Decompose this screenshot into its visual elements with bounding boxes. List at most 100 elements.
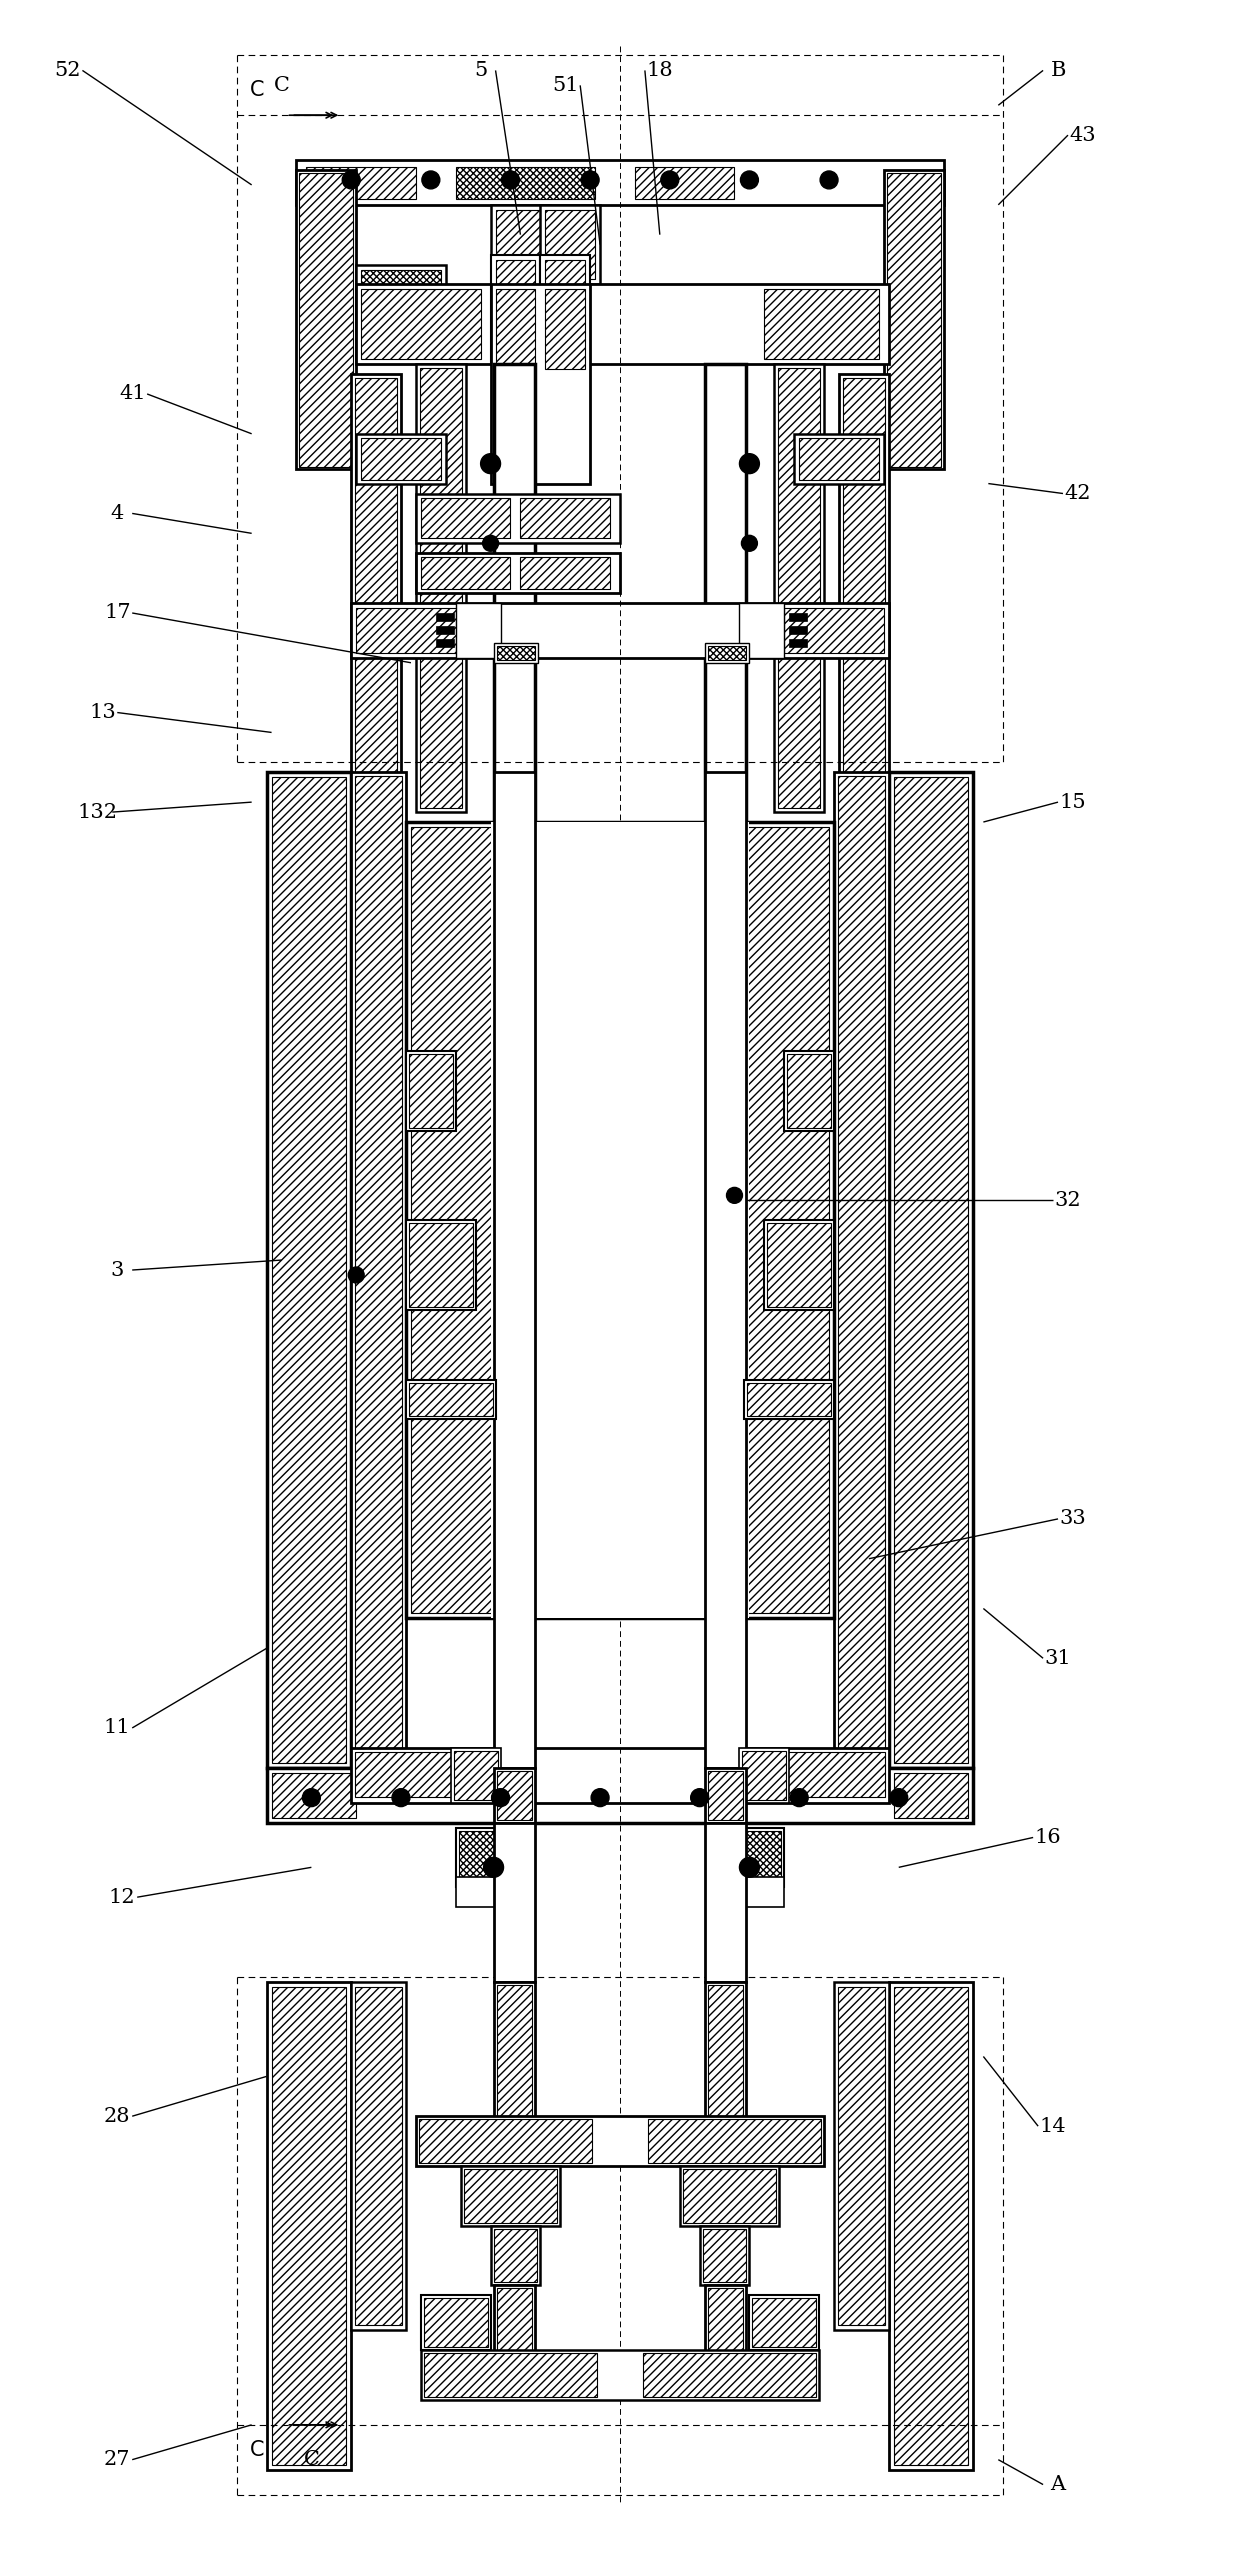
Circle shape bbox=[820, 171, 838, 189]
Bar bbox=[789, 640, 807, 648]
Bar bbox=[768, 1224, 831, 1306]
Text: 13: 13 bbox=[89, 704, 115, 722]
Text: B: B bbox=[1050, 61, 1065, 79]
Bar bbox=[699, 2226, 749, 2285]
Bar bbox=[680, 2165, 779, 2226]
Bar bbox=[272, 1986, 346, 2466]
Bar bbox=[784, 607, 884, 653]
Bar bbox=[464, 2170, 557, 2224]
Bar bbox=[787, 1053, 831, 1127]
Bar bbox=[734, 1828, 784, 1887]
Circle shape bbox=[582, 171, 599, 189]
Text: 17: 17 bbox=[104, 604, 130, 622]
Circle shape bbox=[739, 454, 759, 474]
Bar bbox=[683, 2170, 776, 2224]
Bar bbox=[889, 1981, 973, 2468]
Bar bbox=[521, 558, 610, 589]
Bar bbox=[351, 1981, 405, 2331]
Bar bbox=[491, 255, 541, 365]
Bar bbox=[838, 1986, 885, 2326]
Bar bbox=[704, 1767, 746, 1823]
Bar bbox=[351, 773, 405, 1767]
Bar bbox=[296, 161, 944, 204]
Bar bbox=[708, 1770, 744, 1821]
Bar bbox=[405, 1221, 476, 1311]
Bar bbox=[496, 2287, 532, 2372]
Text: 3: 3 bbox=[110, 1260, 124, 1280]
Bar bbox=[541, 255, 590, 365]
Text: C: C bbox=[249, 2440, 264, 2461]
Circle shape bbox=[303, 1788, 320, 1805]
Bar bbox=[753, 2298, 816, 2346]
Bar bbox=[494, 2285, 536, 2374]
Bar bbox=[361, 270, 440, 319]
Text: 42: 42 bbox=[1065, 484, 1091, 502]
Bar bbox=[267, 1981, 351, 2468]
Bar bbox=[405, 1380, 496, 1420]
Bar bbox=[789, 625, 807, 635]
Bar bbox=[704, 1823, 746, 1981]
Circle shape bbox=[392, 1788, 410, 1805]
Bar bbox=[647, 2119, 821, 2162]
Bar bbox=[424, 2354, 598, 2397]
Bar bbox=[361, 439, 440, 479]
Bar bbox=[835, 1981, 889, 2331]
Bar bbox=[521, 497, 610, 538]
Bar bbox=[708, 1984, 744, 2277]
Bar bbox=[415, 495, 620, 543]
Bar bbox=[496, 645, 536, 660]
Circle shape bbox=[342, 171, 360, 189]
Bar bbox=[496, 1770, 532, 1821]
Bar bbox=[420, 2351, 820, 2400]
Bar bbox=[889, 773, 973, 1767]
Text: 33: 33 bbox=[1060, 1510, 1086, 1527]
Bar bbox=[704, 773, 746, 1767]
Bar bbox=[785, 1752, 885, 1798]
Bar bbox=[494, 365, 536, 1211]
Text: 28: 28 bbox=[104, 2106, 130, 2127]
Bar bbox=[409, 1224, 472, 1306]
Text: A: A bbox=[1050, 2476, 1065, 2494]
Text: 4: 4 bbox=[110, 505, 124, 523]
Bar bbox=[494, 2229, 537, 2282]
Text: 31: 31 bbox=[1044, 1650, 1071, 1668]
Bar bbox=[794, 434, 884, 484]
Bar bbox=[351, 602, 889, 658]
Bar bbox=[704, 1981, 746, 2280]
Text: 16: 16 bbox=[1034, 1828, 1061, 1846]
Bar bbox=[306, 166, 415, 199]
Text: 32: 32 bbox=[1055, 1191, 1081, 1209]
Bar bbox=[296, 171, 356, 469]
Bar bbox=[420, 497, 511, 538]
Bar bbox=[491, 204, 551, 286]
Bar bbox=[456, 1877, 496, 1907]
Bar bbox=[838, 775, 885, 1765]
Bar bbox=[491, 821, 749, 1619]
Bar bbox=[355, 775, 402, 1765]
Bar bbox=[704, 643, 749, 663]
Text: C: C bbox=[304, 2451, 320, 2468]
Bar bbox=[355, 1752, 455, 1798]
Bar bbox=[491, 2226, 541, 2285]
Bar bbox=[738, 1831, 781, 1884]
Bar bbox=[894, 1772, 968, 1818]
Bar bbox=[405, 1051, 456, 1130]
Circle shape bbox=[727, 1188, 743, 1204]
Circle shape bbox=[739, 1856, 759, 1877]
Bar bbox=[764, 291, 879, 360]
Bar bbox=[704, 2285, 746, 2374]
Bar bbox=[494, 1981, 536, 2280]
Bar bbox=[272, 1772, 356, 1818]
Bar bbox=[461, 2165, 560, 2226]
Circle shape bbox=[591, 1788, 609, 1805]
Circle shape bbox=[691, 1788, 708, 1805]
Bar bbox=[774, 365, 825, 811]
Bar bbox=[784, 1051, 835, 1130]
Bar bbox=[355, 377, 397, 798]
Bar bbox=[541, 204, 600, 286]
Bar bbox=[835, 773, 889, 1767]
Bar bbox=[546, 209, 595, 280]
Bar bbox=[299, 173, 353, 467]
Bar bbox=[764, 1221, 835, 1311]
Bar bbox=[839, 375, 889, 803]
